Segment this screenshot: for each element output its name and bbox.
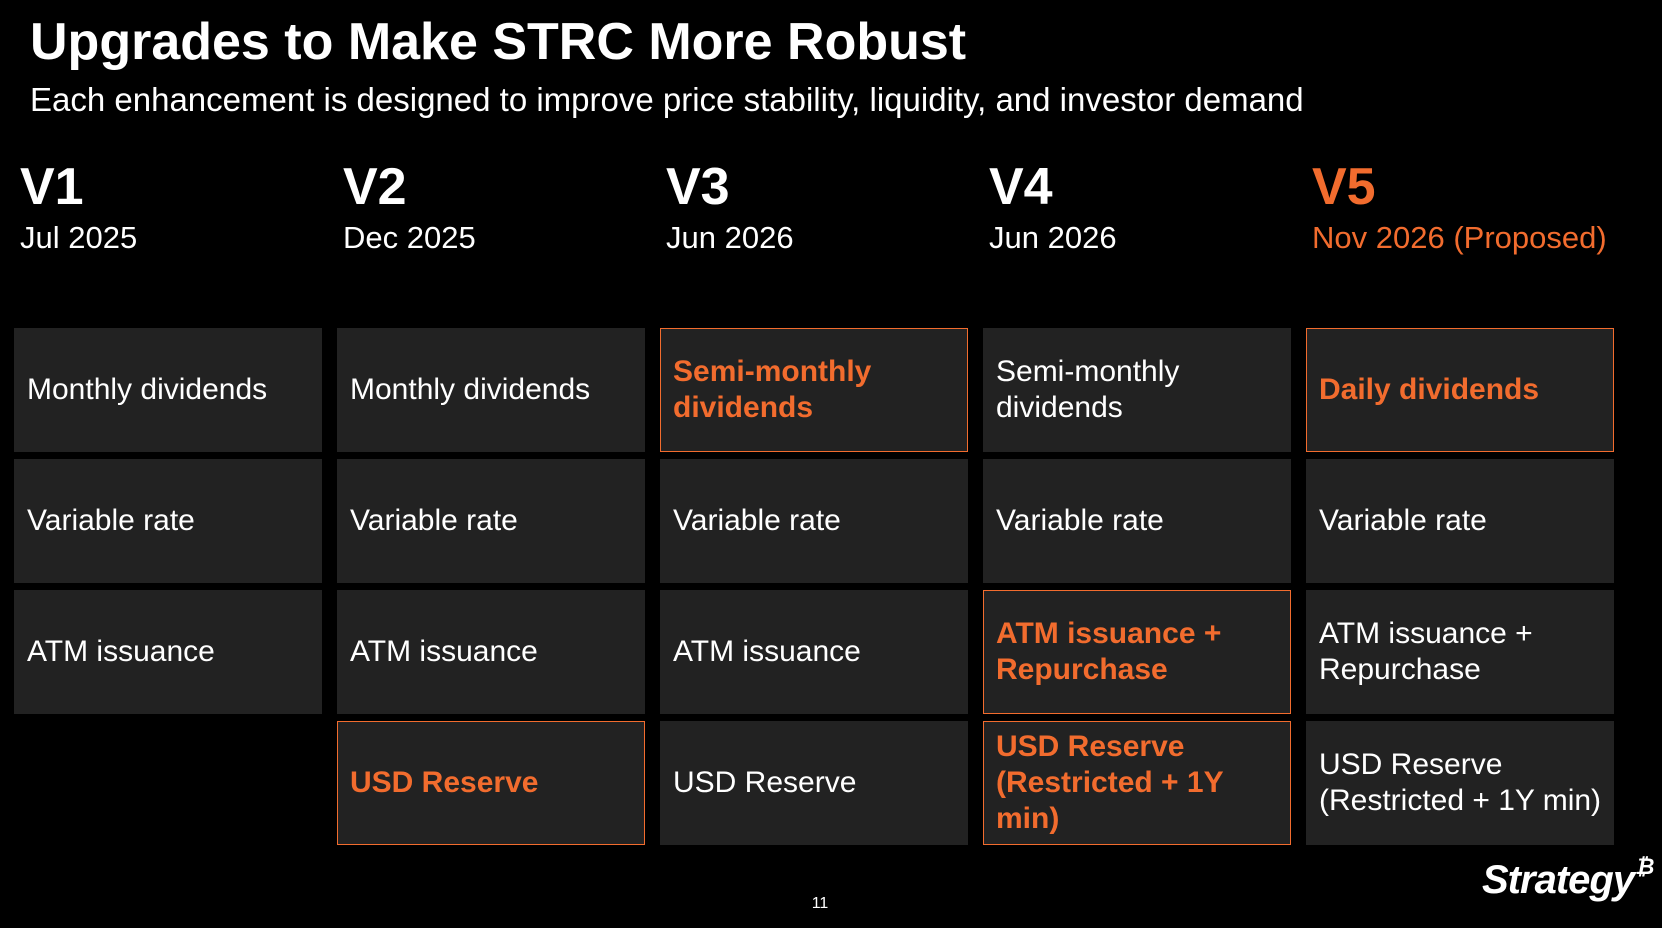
- column-header-v4: V4 Jun 2026: [989, 158, 1299, 256]
- column-header-v3: V3 Jun 2026: [666, 158, 976, 256]
- column-header-v1: V1 Jul 2025: [20, 158, 330, 256]
- feature-cell-v3-reserve: USD Reserve: [660, 721, 968, 845]
- bitcoin-icon: ₿: [1635, 854, 1654, 879]
- feature-cell-v3-dividends: Semi-monthly dividends: [660, 328, 968, 452]
- page-number: 11: [811, 895, 829, 912]
- version-label: V1: [20, 158, 84, 216]
- feature-cell-v1-issuance: ATM issuance: [14, 590, 322, 714]
- feature-cell-v1-dividends: Monthly dividends: [14, 328, 322, 452]
- feature-cell-v2-reserve: USD Reserve: [337, 721, 645, 845]
- version-label: V4: [989, 158, 1053, 216]
- version-date: Dec 2025: [343, 219, 476, 255]
- feature-cell-v5-reserve: USD Reserve (Restricted + 1Y min): [1306, 721, 1614, 845]
- feature-cell-v4-issuance: ATM issuance + Repurchase: [983, 590, 1291, 714]
- strategy-logo: Strategy₿: [1482, 854, 1654, 902]
- feature-cell-v3-issuance: ATM issuance: [660, 590, 968, 714]
- column-header-v2: V2 Dec 2025: [343, 158, 653, 256]
- feature-cell-v1-rate: Variable rate: [14, 459, 322, 583]
- version-label: V2: [343, 158, 407, 216]
- feature-cell-v2-rate: Variable rate: [337, 459, 645, 583]
- version-date: Nov 2026 (Proposed): [1312, 219, 1607, 255]
- feature-cell-v5-rate: Variable rate: [1306, 459, 1614, 583]
- version-date: Jul 2025: [20, 219, 138, 255]
- feature-cell-v4-reserve: USD Reserve (Restricted + 1Y min): [983, 721, 1291, 845]
- slide-title: Upgrades to Make STRC More Robust: [30, 13, 967, 71]
- feature-cell-v3-rate: Variable rate: [660, 459, 968, 583]
- feature-cell-v2-dividends: Monthly dividends: [337, 328, 645, 452]
- feature-cell-v4-rate: Variable rate: [983, 459, 1291, 583]
- column-header-v5: V5 Nov 2026 (Proposed): [1312, 158, 1622, 256]
- slide-subtitle: Each enhancement is designed to improve …: [30, 81, 1304, 118]
- version-date: Jun 2026: [989, 219, 1117, 255]
- feature-cell-v2-issuance: ATM issuance: [337, 590, 645, 714]
- version-label: V5: [1312, 158, 1376, 216]
- version-label: V3: [666, 158, 730, 216]
- feature-cell-v4-dividends: Semi-monthly dividends: [983, 328, 1291, 452]
- feature-cell-v5-dividends: Daily dividends: [1306, 328, 1614, 452]
- feature-cell-v5-issuance: ATM issuance + Repurchase: [1306, 590, 1614, 714]
- version-date: Jun 2026: [666, 219, 794, 255]
